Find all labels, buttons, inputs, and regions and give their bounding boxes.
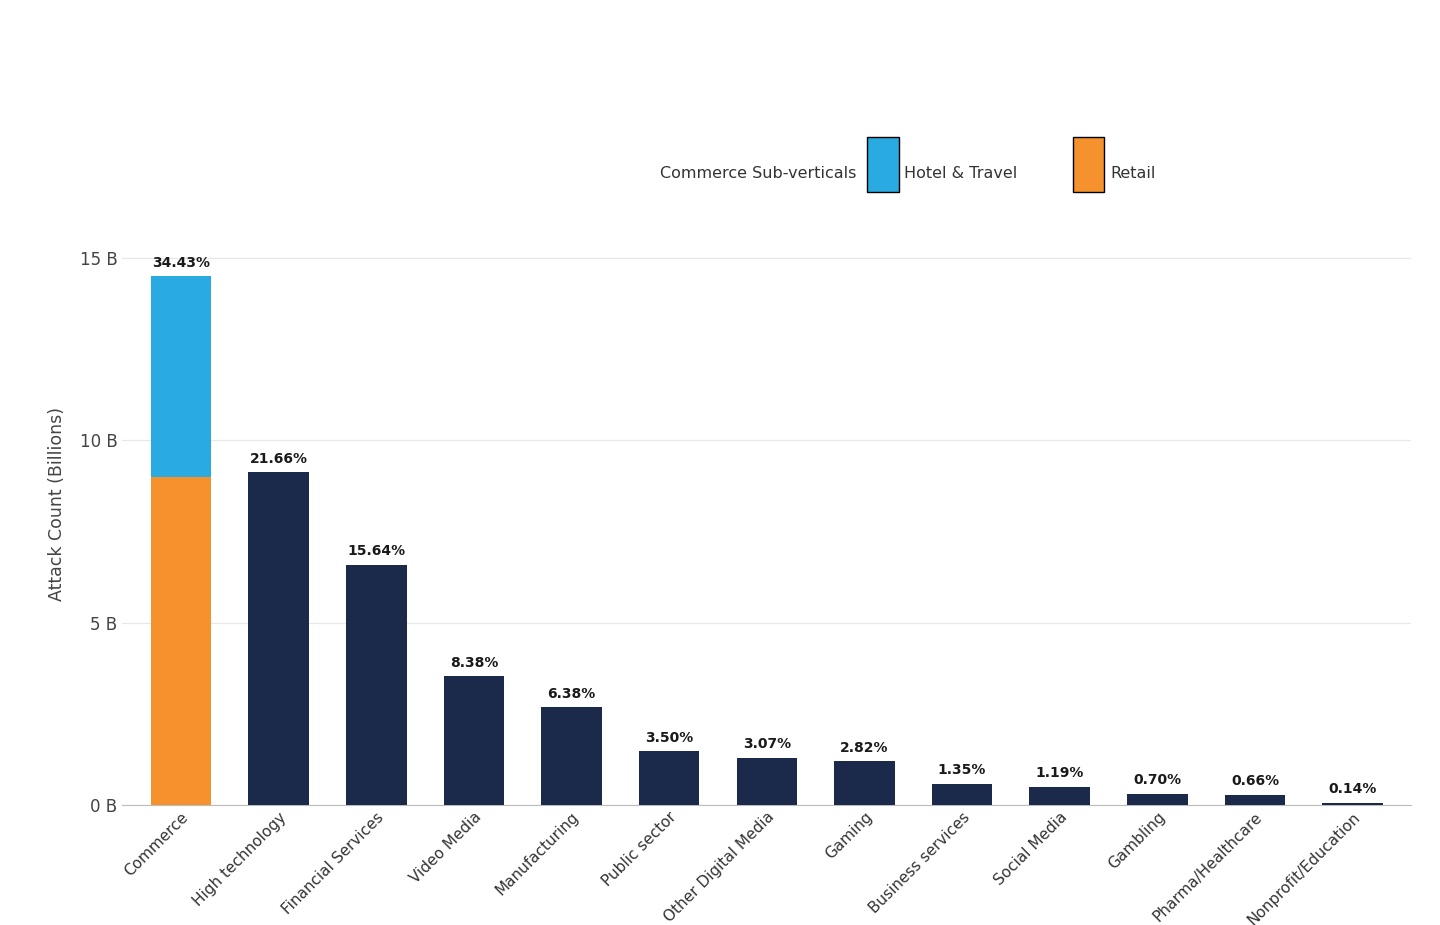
Text: 34.43%: 34.43%: [153, 256, 210, 270]
Text: 6.38%: 6.38%: [547, 686, 596, 700]
Text: Retail: Retail: [1110, 166, 1156, 181]
Text: 2.82%: 2.82%: [840, 741, 888, 755]
Bar: [736, 758, 798, 805]
Bar: [1322, 803, 1382, 805]
Bar: [639, 751, 700, 805]
Text: 0.14%: 0.14%: [1329, 782, 1377, 796]
Y-axis label: Attack Count (Billions): Attack Count (Billions): [48, 407, 66, 601]
Text: 0.66%: 0.66%: [1231, 774, 1279, 788]
Bar: [248, 473, 310, 805]
Text: 15.64%: 15.64%: [347, 545, 405, 559]
Bar: [1224, 795, 1286, 805]
Text: 1.35%: 1.35%: [937, 763, 986, 778]
Bar: [151, 277, 212, 476]
Text: 3.50%: 3.50%: [645, 731, 693, 745]
Text: Hotel & Travel: Hotel & Travel: [904, 166, 1018, 181]
Bar: [541, 707, 602, 805]
Bar: [834, 761, 894, 805]
Text: Commerce Sub-verticals: Commerce Sub-verticals: [661, 166, 857, 181]
Bar: [932, 784, 992, 805]
Text: Akamai: Akamai: [1283, 58, 1410, 87]
Bar: [151, 476, 212, 805]
Text: 8.38%: 8.38%: [449, 656, 498, 670]
Text: 3.07%: 3.07%: [743, 737, 791, 751]
Text: 0.70%: 0.70%: [1133, 773, 1181, 787]
FancyBboxPatch shape: [867, 137, 899, 191]
Text: 21.66%: 21.66%: [249, 452, 308, 466]
Text: January 1, 2022 – March 31, 2023: January 1, 2022 – March 31, 2023: [40, 85, 392, 105]
Bar: [346, 565, 406, 805]
Text: 1.19%: 1.19%: [1035, 766, 1084, 780]
Bar: [1030, 786, 1090, 805]
FancyBboxPatch shape: [1073, 137, 1104, 191]
Bar: [444, 676, 504, 805]
Text: Top Web Attack Verticals: Top Web Attack Verticals: [40, 27, 567, 63]
Bar: [1128, 794, 1188, 805]
